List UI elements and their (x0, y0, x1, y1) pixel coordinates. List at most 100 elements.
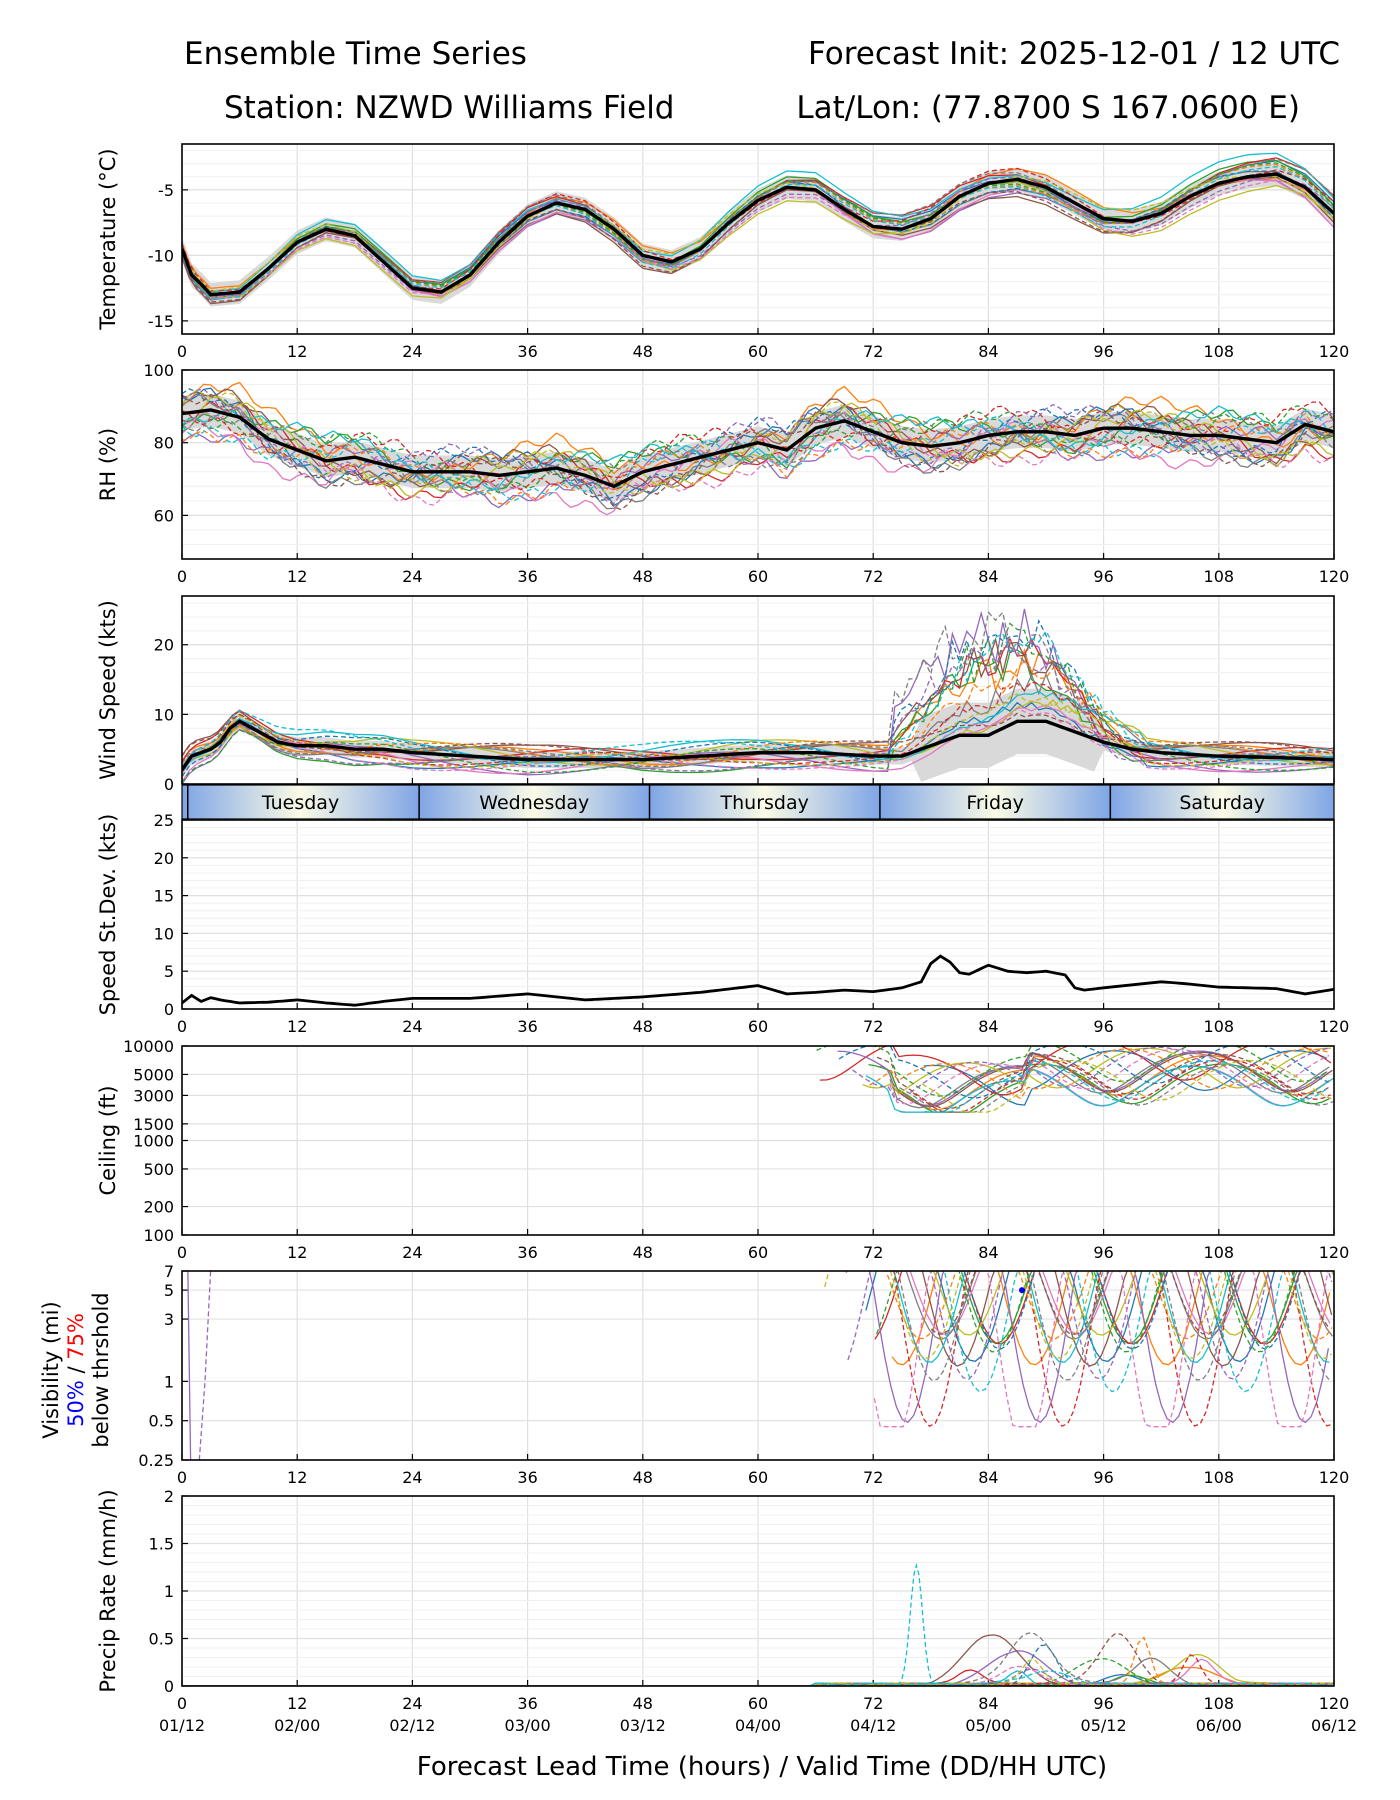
station-label: Station: NZWD Williams Field (224, 90, 674, 126)
visibility-member-line (187, 1271, 192, 1460)
day-cell (879, 785, 1111, 819)
x-tick-label: 0 (177, 1694, 187, 1713)
precip_rate-panel: 0 0.5 1 1.5 2 0 12 24 36 48 60 72 84 96 108 120 Precip R… (96, 1487, 1357, 1735)
speed_stdev-ylabel: Speed St.Dev. (kts) (96, 814, 120, 1016)
visibility-member-line (892, 1271, 1333, 1428)
x-tick-label: 60 (748, 1243, 768, 1262)
stdev-frame (181, 819, 1335, 1010)
visibility-ylabel-threshold: below thrshold (89, 1292, 113, 1447)
rh-member-line (182, 411, 1334, 496)
rh-panel: 60 80 100 0 12 24 36 48 60 72 84 96 108 120 RH (%) (96, 361, 1349, 586)
visibility-panel: 0.25 0.5 1 3 57 0 12 24 36 48 60 72 84 96 108 120 (138, 1262, 1349, 1487)
x-tick-label: 24 (402, 1017, 422, 1036)
y-tick-label: 1500 (133, 1115, 174, 1134)
y-tick-label: -10 (148, 246, 174, 265)
x-tick-label: 108 (1204, 1468, 1235, 1487)
x-tick-label: 72 (863, 567, 883, 586)
x-tick-label: 36 (517, 567, 537, 586)
x-tick-label: 36 (517, 1694, 537, 1713)
visibility-member-line (944, 1271, 1284, 1393)
ceiling-member-line (819, 1046, 1332, 1096)
x-tick-label: 96 (1093, 1243, 1113, 1262)
x-tick-label: 96 (1093, 342, 1113, 361)
valid-time-label: 06/12 (1311, 1716, 1357, 1735)
x-tick-label: 120 (1319, 342, 1350, 361)
precip-member-line (182, 1632, 1334, 1686)
rh-member-line (182, 413, 1334, 506)
y-tick-label: 15 (154, 887, 174, 906)
y-tick-label: 5 (164, 962, 174, 981)
y-tick-label: 3000 (133, 1086, 174, 1105)
ceiling-member-line (912, 1058, 1331, 1113)
x-tick-label: 12 (287, 1468, 307, 1487)
y-tick-label: 1 (164, 1372, 174, 1391)
wind_speed-member-line (182, 645, 1334, 772)
x-tick-label: 24 (402, 342, 422, 361)
wind_speed-member-line (182, 690, 1334, 774)
day-label: Wednesday (479, 792, 589, 814)
x-tick-label: 108 (1204, 1694, 1235, 1713)
x-tick-label: 96 (1093, 1468, 1113, 1487)
day-band: Tuesday Wednesday Thursday Friday Saturday (181, 784, 1335, 820)
valid-time-label: 06/00 (1196, 1716, 1242, 1735)
valid-time-label: 03/12 (620, 1716, 666, 1735)
visibility-member-line (893, 1271, 1330, 1364)
x-tick-label: 60 (748, 567, 768, 586)
x-axis-label: Forecast Lead Time (hours) / Valid Time … (417, 1752, 1107, 1782)
y-tick-label: 10 (154, 705, 174, 724)
y-tick-label: -15 (148, 312, 174, 331)
wind_speed-member-line (182, 707, 1334, 774)
rh-member-line (182, 389, 1334, 496)
wind_speed-member-line (182, 618, 1334, 777)
valid-time-label: 04/00 (735, 1716, 781, 1735)
visibility-member-line (873, 1271, 1329, 1428)
title-left: Ensemble Time Series (184, 36, 527, 72)
wind_speed-ylabel: Wind Speed (kts) (96, 600, 120, 780)
x-tick-label: 84 (978, 1017, 998, 1036)
x-tick-label: 48 (633, 1694, 653, 1713)
ceiling-ylabel: Ceiling (ft) (96, 1085, 120, 1195)
vis-75-label: 75% (64, 1313, 88, 1360)
x-tick-label: 36 (517, 1468, 537, 1487)
x-tick-label: 96 (1093, 1694, 1113, 1713)
valid-time-label: 02/00 (274, 1716, 320, 1735)
rh-member-line (182, 393, 1334, 511)
valid-time-label: 02/12 (389, 1716, 435, 1735)
y-tick-label: 1 (164, 1582, 174, 1601)
rh-member-line (182, 419, 1334, 509)
x-tick-label: 36 (517, 342, 537, 361)
x-tick-label: 12 (287, 1243, 307, 1262)
visibility-member-line (198, 1271, 212, 1460)
wind_speed-series (182, 608, 1334, 784)
y-tick-label: 1000 (133, 1132, 174, 1151)
ceiling-member-line (862, 1047, 1331, 1095)
visibility-series (187, 1271, 1334, 1460)
x-tick-label: 60 (748, 342, 768, 361)
day-cell (182, 785, 420, 819)
ceiling-member-line (889, 1048, 1330, 1105)
x-tick-label: 84 (978, 1243, 998, 1262)
x-tick-label: 36 (517, 1243, 537, 1262)
x-tick-label: 72 (863, 1694, 883, 1713)
x-tick-label: 24 (402, 1243, 422, 1262)
precip-member-line (182, 1674, 1334, 1686)
ceiling-member-line (869, 1048, 1331, 1100)
y-tick-label: 20 (154, 636, 174, 655)
visibility-member-line (897, 1271, 1330, 1381)
temperature-member-line (182, 166, 1334, 301)
temperature-member-line (182, 159, 1334, 297)
wind_speed-member-line (182, 637, 1334, 763)
rh-ylabel: RH (%) (96, 428, 120, 501)
ceiling-member-line (816, 1046, 1329, 1097)
x-tick-label: 48 (633, 1468, 653, 1487)
x-tick-label: 120 (1319, 1694, 1350, 1713)
rh-member-line (182, 388, 1334, 490)
y-tick-label: -5 (158, 181, 174, 200)
y-tick-label: 0 (164, 1000, 174, 1019)
x-tick-label: 0 (177, 567, 187, 586)
x-tick-label: 0 (177, 1243, 187, 1262)
x-tick-label: 120 (1319, 567, 1350, 586)
x-tick-label: 60 (748, 1017, 768, 1036)
temperature-member-line (182, 179, 1334, 298)
